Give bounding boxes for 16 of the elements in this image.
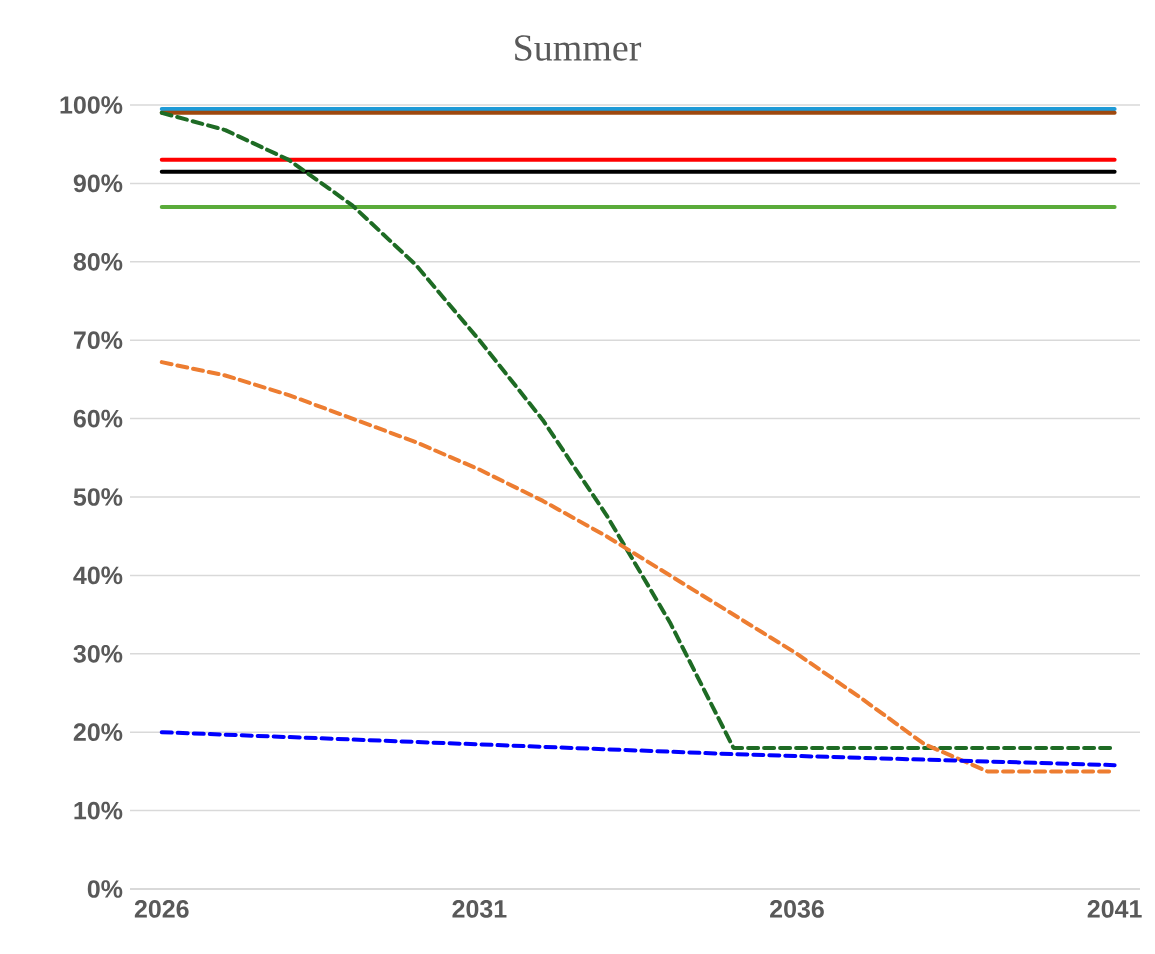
y-tick-label: 50% — [73, 488, 123, 506]
y-tick-label: 10% — [74, 801, 123, 820]
x-tick-label: 2036 — [770, 900, 824, 918]
x-tick-label: 2031 — [452, 900, 507, 918]
y-tick-label: 60% — [73, 409, 123, 428]
y-tick-label: 90% — [73, 174, 123, 193]
chart-title: Summer — [515, 35, 642, 61]
y-tick-label: 100% — [60, 96, 123, 114]
y-tick-label: 20% — [73, 723, 123, 742]
x-tick-label: 2026 — [134, 900, 189, 918]
y-tick-label: 70% — [73, 331, 123, 350]
y-tick-label: 0% — [87, 880, 123, 898]
y-tick-label: 80% — [73, 252, 123, 271]
y-tick-label: 40% — [73, 566, 123, 585]
y-tick-label: 30% — [73, 644, 123, 663]
x-tick-label: 2041 — [1087, 900, 1142, 918]
